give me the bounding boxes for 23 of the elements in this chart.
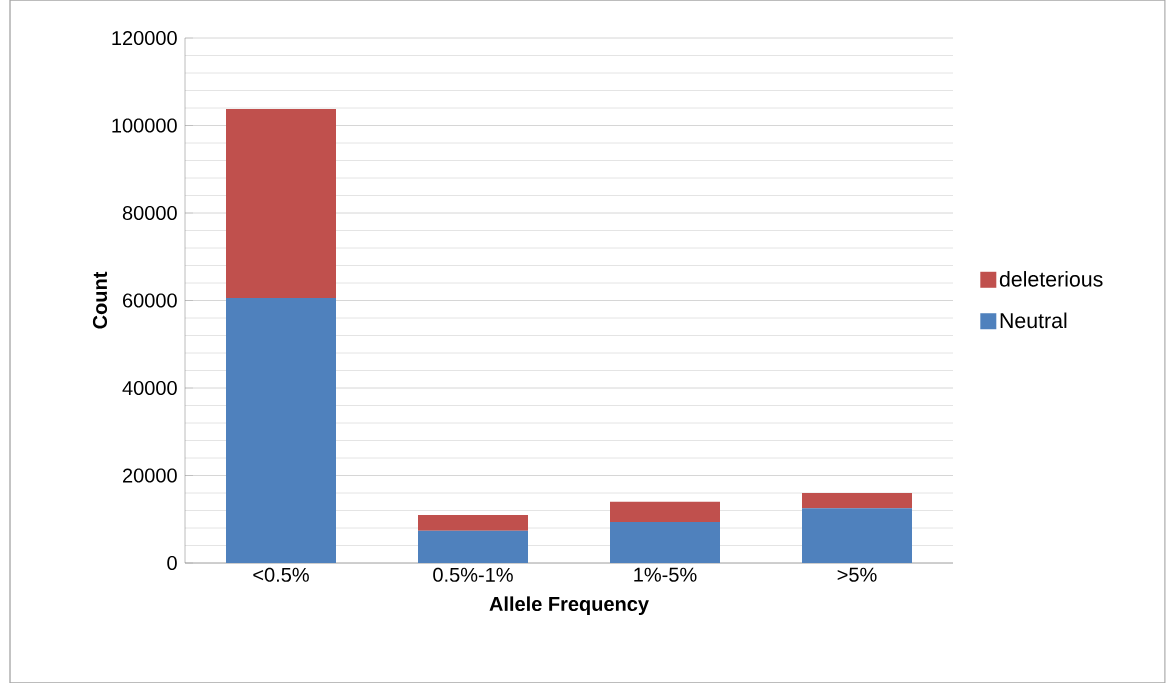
- y-tick-label: 60000: [123, 293, 177, 308]
- y-tick-label: 120000: [112, 30, 177, 46]
- y-tick-label: 80000: [122, 205, 177, 221]
- legend-label: deleterious: [999, 271, 1103, 287]
- legend-label: Neutral: [1000, 312, 1067, 329]
- bar: [802, 508, 913, 564]
- y-tick-label: 40000: [122, 380, 177, 396]
- x-tick-label: 0.5%-1%: [433, 567, 513, 582]
- x-tick-label: 1%-5%: [634, 567, 697, 582]
- bar: [226, 108, 336, 298]
- bar: [610, 521, 720, 564]
- bar: [610, 501, 720, 522]
- bar: [226, 297, 336, 564]
- y-tick-label: 100000: [112, 118, 177, 133]
- x-axis-title: Allele Frequency: [489, 596, 649, 615]
- y-axis-title: Count: [92, 271, 108, 329]
- x-tick-label: <0.5%: [253, 567, 309, 582]
- bar: [418, 514, 529, 531]
- y-tick-label: 20000: [123, 468, 177, 483]
- bar: [418, 530, 529, 564]
- y-tick-label: 0: [167, 555, 177, 571]
- bar: [802, 493, 913, 509]
- x-tick-label: >5%: [837, 567, 877, 582]
